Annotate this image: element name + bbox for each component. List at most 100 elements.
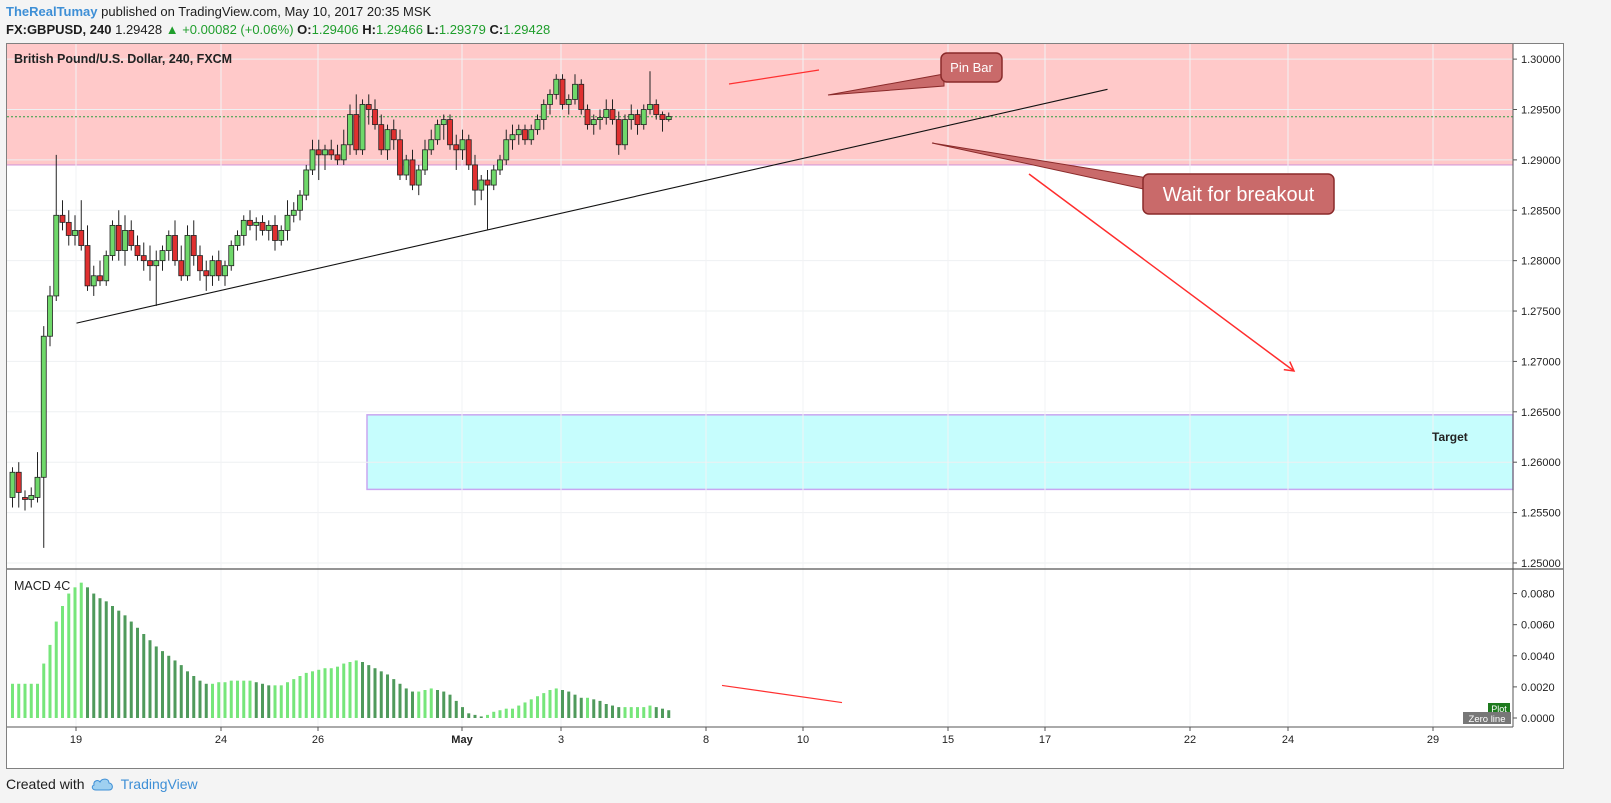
high-value: 1.29466 (375, 22, 423, 37)
macd-bar (154, 646, 158, 718)
macd-bar (323, 668, 327, 718)
candle-bullish (528, 129, 535, 141)
macd-axis-label: 0.0060 (1521, 620, 1555, 632)
macd-bar (561, 690, 564, 718)
low-value: 1.29379 (438, 22, 486, 37)
candle-bearish (659, 114, 666, 120)
candle-bearish (365, 104, 372, 110)
candle-bearish (584, 109, 591, 126)
candle-bearish (134, 245, 141, 257)
candle-bullish (603, 109, 610, 118)
time-axis-label: 15 (942, 734, 954, 746)
candle-bullish (265, 224, 272, 231)
macd-bar (304, 672, 308, 718)
price-axis-label: 1.29000 (1521, 155, 1561, 167)
candle-bullish (347, 114, 353, 146)
macd-bar (179, 665, 183, 718)
candle-bullish (184, 235, 191, 277)
candle-bullish (647, 104, 653, 110)
price-axis-label: 1.26000 (1521, 457, 1561, 469)
candle-bullish (553, 78, 560, 95)
macd-bar (279, 685, 283, 718)
tradingview-link[interactable]: TradingView (120, 776, 198, 792)
macd-bar (73, 587, 77, 718)
macd-bar (98, 598, 102, 718)
macd-bar (336, 666, 339, 718)
candle-bearish (190, 235, 197, 257)
candle-bearish (328, 149, 335, 156)
low-label: L: (426, 22, 439, 37)
macd-bar (148, 640, 152, 718)
macd-bar (361, 662, 364, 718)
time-axis-label: 22 (1184, 734, 1196, 746)
macd-bar (17, 683, 21, 718)
macd-bar (79, 582, 83, 718)
pin-bar-divergence-line (728, 69, 820, 85)
candle-bearish (522, 129, 528, 141)
time-axis-label: 10 (797, 734, 809, 746)
candle-bullish (415, 169, 422, 186)
candle-bullish (122, 230, 128, 251)
footer-created: Created with (6, 776, 85, 792)
macd-axis-label: 0.0040 (1521, 651, 1555, 663)
macd-bar (248, 680, 252, 718)
candle-bullish (515, 129, 522, 136)
macd-bar (386, 674, 389, 718)
macd-bar (173, 660, 177, 718)
macd-bar (298, 676, 302, 718)
macd-bar (542, 693, 546, 718)
candle-bearish (115, 224, 122, 251)
macd-bar (623, 707, 627, 718)
macd-bar (311, 671, 314, 718)
macd-bar (86, 587, 89, 718)
candle-bullish (565, 99, 572, 105)
macd-divergence-line (721, 684, 843, 704)
candle-bullish (590, 119, 597, 126)
macd-bar (567, 691, 571, 718)
author-link[interactable]: TheRealTumay (6, 4, 98, 19)
candle-bearish (65, 221, 72, 236)
time-axis-label: 3 (558, 734, 564, 746)
candle-bullish (497, 159, 503, 171)
price-axis-label: 1.28500 (1521, 205, 1561, 217)
candle-bearish (197, 255, 203, 272)
time-axis-label: 29 (1427, 734, 1439, 746)
candle-bearish (465, 139, 472, 166)
macd-bar (448, 694, 452, 718)
macd-bar (573, 694, 577, 718)
macd-bar (454, 700, 458, 718)
macd-bar (67, 593, 71, 718)
macd-bar (104, 601, 108, 718)
candle-bullish (153, 260, 160, 267)
candle-bearish (97, 275, 103, 282)
macd-bar (211, 683, 214, 718)
candle-bullish (240, 219, 247, 236)
macd-bar (586, 697, 589, 718)
macd-bar (123, 615, 127, 718)
price-axis-label: 1.29500 (1521, 105, 1561, 117)
pin-bar-text: Pin Bar (950, 60, 993, 75)
macd-bar (142, 634, 146, 718)
forecast-arrow (1028, 173, 1296, 372)
candle-bullish (384, 129, 391, 151)
candle-bearish (247, 219, 253, 226)
candle-bullish (340, 144, 347, 161)
candle-bearish (559, 78, 566, 105)
macd-bar (636, 707, 639, 718)
breakout-callout (1142, 173, 1335, 215)
candle-bullish (428, 139, 435, 151)
macd-bar (117, 610, 121, 718)
candle-bullish (403, 159, 410, 176)
macd-bar (42, 663, 46, 718)
macd-bar (423, 690, 427, 718)
macd-bar (267, 685, 271, 718)
candle-bearish (215, 260, 222, 277)
candle-bullish (503, 139, 510, 161)
candle-bullish (9, 471, 16, 498)
macd-axis-label: 0.0080 (1521, 589, 1555, 601)
high-label: H: (362, 22, 376, 37)
macd-bar (36, 683, 39, 718)
macd-bar (404, 688, 408, 718)
macd-bar (186, 671, 189, 718)
